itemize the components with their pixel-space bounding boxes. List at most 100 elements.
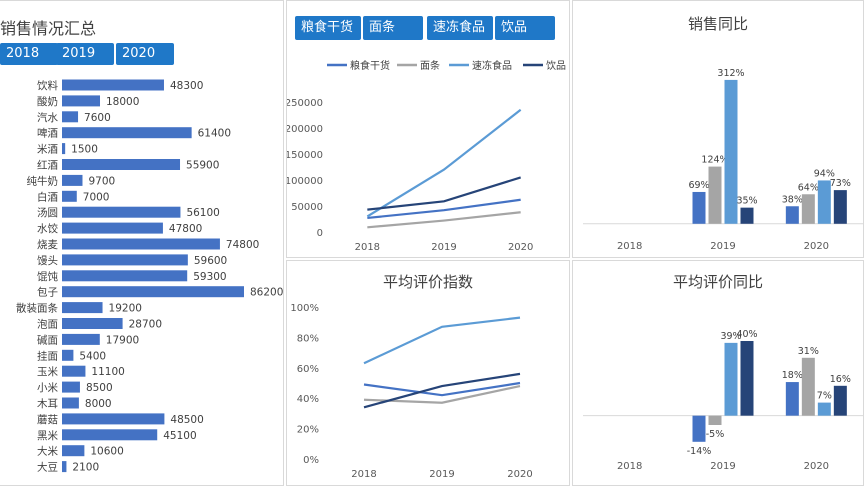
category-label: 红酒 [37,159,58,172]
data-label: 39% [720,331,741,342]
data-label: -5% [706,429,725,440]
sales-line-chart: 0 50000 100000 150000 200000 250000 2018 2019 20… [287,59,566,253]
bar [62,143,66,155]
data-label: 40% [736,329,757,340]
y-tick-label: 20% [297,425,319,436]
data-label: 31% [798,346,819,357]
category-label: 挂面 [37,349,58,362]
data-label: 7% [817,391,832,402]
data-label: 2100 [72,462,99,474]
data-label: 38% [782,194,803,205]
sales-yoy-panel: 销售同比 2018 2019 69% 124% 312% 35% 2020 38% 64% 94%… [572,0,864,258]
sales-summary-panel: 销售情况汇总 2018 2019 2020 饮料 48300 酸奶 18000 汽水 76… [0,0,284,486]
rating-yoy-bar-chart: 2018 2019 -14% -5% 39%40% 2020 18% 31% 7% 16% [583,329,863,472]
filter-button-noodles[interactable]: 面条 [363,16,423,40]
summary-title: 销售情况汇总 [0,19,97,38]
data-label: 8500 [86,382,113,394]
series-line [367,211,521,229]
category-label: 啤酒 [37,127,58,140]
x-tick-label: 2018 [617,461,642,472]
bar [62,397,79,409]
bar [785,206,799,224]
data-label: 9700 [88,175,115,187]
category-label: 米酒 [37,143,58,156]
filter-button-drinks[interactable]: 饮品 [495,16,555,40]
year-button-2019[interactable]: 2019 [56,43,114,65]
y-tick-label: 60% [297,364,319,375]
series-line [367,176,521,211]
bar [833,190,847,224]
data-label: 47800 [169,223,202,235]
sales-trend-panel: 粮食干货 面条 速冻食品 饮品 0 50000 100000 150000 200000… [286,0,570,258]
bar [62,206,181,218]
y-tick-label: 40% [297,394,319,405]
category-label: 汤圆 [37,206,58,219]
category-label: 小米 [37,381,58,394]
legend-label: 粮食干货 [350,59,390,72]
x-tick-label: 2019 [710,461,735,472]
data-label: 94% [814,168,835,179]
series-line [367,198,521,220]
bar [724,342,738,416]
data-label: 45100 [163,430,196,442]
bar [785,382,799,416]
x-tick-label: 2020 [804,241,829,252]
bar [62,286,244,298]
series-line [363,372,521,409]
x-tick-label: 2018 [355,242,380,253]
data-label: 11100 [91,366,124,378]
category-label: 蘑菇 [37,413,58,426]
rating-line-chart: 0% 20% 40% 60% 80% 100% 2018 2019 2020 [290,303,532,480]
category-label: 纯牛奶 [27,174,59,187]
bar [62,461,67,473]
year-button-2020[interactable]: 2020 [116,43,174,65]
bar [817,180,831,224]
category-label: 酸奶 [37,95,58,108]
bar [692,191,706,224]
rating-yoy-title: 平均评价同比 [672,273,763,291]
data-label: 48300 [170,80,203,92]
y-tick-label: 50000 [291,202,323,213]
data-label: 48500 [170,414,203,426]
data-label: 59300 [193,271,226,283]
bar [62,270,188,282]
bar [62,159,181,170]
bar [62,318,123,329]
data-label: 59600 [194,255,227,267]
bar [708,415,722,425]
bar [62,302,103,314]
category-label: 汽水 [37,111,58,124]
data-label: 19200 [109,303,142,315]
x-tick-label: 2020 [804,461,829,472]
category-label: 泡面 [37,318,58,331]
rating-index-panel: 平均评价指数 0% 20% 40% 60% 80% 100% 2018 2019 2020 [286,260,570,486]
data-label: 312% [717,68,744,79]
category-label: 饮料 [37,79,58,92]
filter-button-grain[interactable]: 粮食干货 [295,16,361,40]
category-label: 大米 [37,445,58,458]
bar [740,341,754,416]
sales-yoy-bar-chart: 2018 2019 69% 124% 312% 35% 2020 38%64% 94%73% [583,68,863,252]
data-label: 73% [830,178,851,189]
data-label: 10600 [90,446,123,458]
data-label: 56100 [186,207,219,219]
series-line [363,316,521,365]
legend-label: 饮品 [546,59,566,72]
category-label: 碱面 [37,334,58,346]
legend-label: 面条 [420,59,440,72]
y-tick-label: 200000 [287,124,323,135]
year-button-2018[interactable]: 2018 [0,43,58,65]
bar [62,95,101,107]
bar [62,254,188,266]
bar [62,190,77,202]
data-label: 35% [736,196,757,207]
filter-button-frozen[interactable]: 速冻食品 [427,16,493,40]
data-label: 18000 [106,96,139,108]
y-tick-label: 100000 [287,176,323,187]
bar [833,385,847,416]
data-label: 1500 [71,144,98,156]
legend-label: 速冻食品 [472,59,512,72]
series-line [363,381,521,397]
bar [740,207,754,224]
data-label: 61400 [198,128,231,140]
